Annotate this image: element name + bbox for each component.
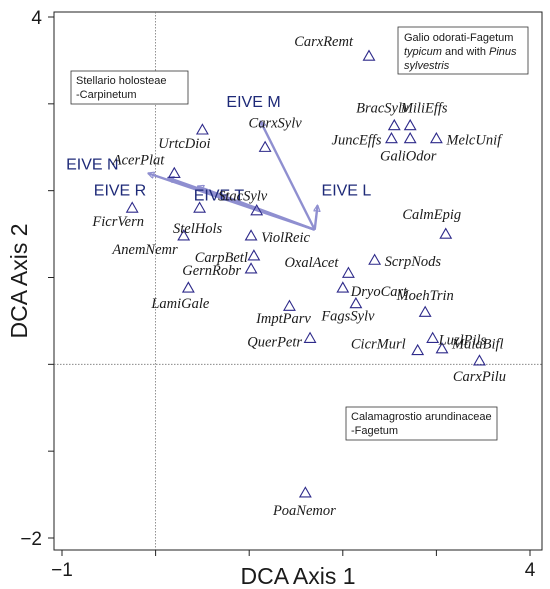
- species-label-cicrmurl: CicrMurl: [351, 336, 406, 352]
- eive-vectors: [148, 121, 318, 231]
- species-label-melcunif: MelcUnif: [445, 133, 503, 149]
- species-point-lamigale: [181, 281, 195, 293]
- vector-label-eive-t: EIVE T: [194, 187, 245, 204]
- annotation-galio-line2b: and with: [442, 46, 489, 58]
- species-point-stelhols: [193, 201, 207, 213]
- y-tick-label: 4: [31, 8, 42, 29]
- species-point-imptparv: [283, 299, 296, 311]
- species-point-stacsylv: [250, 204, 264, 216]
- species-point-maiabifl: [435, 342, 449, 354]
- annotation-galio-line2a: typicum: [404, 46, 442, 58]
- annotation-galio-line2c: Pinus: [489, 46, 517, 58]
- species-point-bracsylv: [387, 118, 401, 131]
- annotation-galio-line2: typicum and with Pinus: [404, 46, 517, 58]
- vector-eive-l: [315, 205, 318, 230]
- annotation-galio-line1: Galio odorati-Fagetum: [404, 32, 513, 44]
- vector-label-eive-r: EIVE R: [94, 183, 146, 200]
- species-point-luzlpils: [426, 331, 440, 343]
- annotation-galio-line3: sylvestris: [404, 60, 450, 72]
- species-point-carxpilu: [473, 354, 486, 366]
- species-point-carxsylv: [258, 140, 272, 152]
- species-label-carxpilu: CarxPilu: [453, 369, 506, 385]
- annotation-calama-line1: Calamagrostio arundinaceae: [351, 411, 492, 423]
- species-label-fagssylv: FagsSylv: [320, 309, 375, 325]
- vector-label-eive-m: EIVE M: [226, 94, 280, 111]
- annotation-stellario-line2: -Carpinetum: [76, 89, 137, 101]
- annotation-box-calama: Calamagrostio arundinaceae -Fagetum: [345, 406, 498, 441]
- vector-label-eive-l: EIVE L: [322, 182, 372, 199]
- species-label-acerplat: AcerPlat: [112, 152, 166, 168]
- species-point-oxalacet: [341, 266, 355, 278]
- species-label-oxalacet: OxalAcet: [284, 255, 339, 271]
- species-label-calmepig: CalmEpig: [402, 207, 461, 223]
- species-point-urtcdioi: [195, 123, 209, 135]
- y-tick-label: −2: [20, 529, 42, 550]
- species-point-querpetr: [303, 331, 317, 343]
- species-label-anemnemr: AnemNemr: [111, 242, 178, 258]
- annotation-box-calama-frame: [345, 406, 498, 441]
- species-label-stacsylv: StacSylv: [218, 189, 268, 205]
- species-point-galiodor: [403, 131, 417, 144]
- species-label-galiodor: GaliOdor: [380, 149, 437, 165]
- species-point-anemnemr: [177, 229, 191, 241]
- species-point-scrpnods: [368, 253, 382, 265]
- species-label-scrpnods: ScrpNods: [385, 254, 442, 270]
- annotation-stellario-line1: Stellario holosteae: [76, 75, 167, 87]
- species-point-calmepig: [439, 227, 453, 239]
- species-point-melcunif: [429, 131, 443, 144]
- species-label-dryocart: DryoCart: [350, 284, 408, 300]
- x-axis-title: DCA Axis 1: [240, 563, 355, 589]
- species-point-cicrmurl: [411, 343, 425, 356]
- species-label-luzlpils: LuzlPils: [438, 332, 487, 348]
- species-label-poanemor: PoaNemor: [272, 503, 336, 519]
- vector-eive-m: [259, 121, 316, 231]
- vector-eive-t: [198, 186, 316, 231]
- species-label-gernrobr: GernRobr: [182, 263, 241, 279]
- species-label-maiabifl: MaiaBifl: [451, 337, 504, 353]
- species-point-gernrobr: [244, 262, 258, 274]
- species-label-moehtrin: MoehTrin: [396, 288, 454, 304]
- species-points: [125, 49, 486, 498]
- species-label-stelhols: StelHols: [173, 221, 222, 237]
- annotation-box-stellario: Stellario holosteae -Carpinetum: [70, 70, 189, 105]
- x-tick-label: −1: [51, 560, 73, 581]
- eive-vector-labels: EIVE M EIVE N EIVE R EIVE T EIVE L: [66, 94, 371, 204]
- species-label-carpbetl: CarpBetl: [195, 250, 248, 266]
- axis-tick-labels: −1 4 4 −2: [20, 8, 535, 581]
- species-label-bracsylv: BracSylv: [356, 101, 409, 117]
- species-point-acerplat: [167, 166, 181, 178]
- species-point-dryocart: [336, 281, 350, 293]
- species-point-fagssylv: [349, 296, 363, 309]
- annotation-box-stellario-frame: [70, 70, 189, 105]
- species-label-lamigale: LamiGale: [150, 296, 210, 312]
- plot-frame: [53, 11, 543, 551]
- species-label-junceffs: JuncEffs: [332, 133, 382, 149]
- species-label-ficrvern: FicrVern: [91, 214, 144, 230]
- species-label-violreic: ViolReic: [261, 230, 310, 246]
- species-point-ficrvern: [125, 201, 139, 213]
- species-label-milieffs: MiliEffs: [400, 101, 448, 117]
- species-point-milieffs: [403, 118, 417, 131]
- species-label-urtcdioi: UrtcDioi: [158, 136, 210, 152]
- species-label-carxremt: CarxRemt: [294, 34, 354, 50]
- y-axis-title: DCA Axis 2: [6, 223, 32, 338]
- axis-ticks: [48, 16, 531, 556]
- species-point-poanemor: [298, 486, 312, 498]
- species-point-carxremt: [362, 49, 376, 61]
- species-label-carxsylv: CarxSylv: [249, 115, 303, 131]
- species-label-imptparv: ImptParv: [255, 311, 311, 327]
- species-label-querpetr: QuerPetr: [247, 334, 302, 350]
- annotation-calama-line2: -Fagetum: [351, 425, 398, 437]
- species-point-junceffs: [385, 131, 398, 144]
- annotation-box-galio-frame: [397, 26, 529, 75]
- species-point-carpbetl: [247, 249, 261, 261]
- x-tick-label: 4: [525, 560, 536, 581]
- vector-label-eive-n: EIVE N: [66, 156, 118, 173]
- species-point-moehtrin: [418, 305, 432, 317]
- annotation-box-galio: Galio odorati-Fagetum typicum and with P…: [397, 26, 529, 75]
- species-point-violreic: [244, 229, 258, 241]
